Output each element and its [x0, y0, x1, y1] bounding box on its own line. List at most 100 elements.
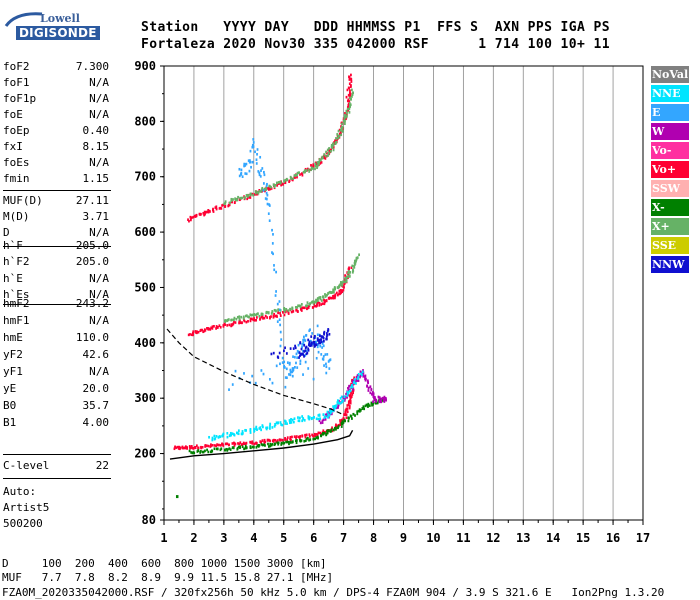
echo-mark: [292, 368, 295, 372]
echo-mark: [319, 162, 322, 165]
echo-mark: [230, 324, 233, 328]
echo-mark: [301, 343, 304, 346]
echo-mark: [308, 170, 311, 173]
param-value: 42.6: [82, 348, 110, 361]
echo-mark: [216, 447, 219, 451]
profile-curve-dashed: [166, 328, 344, 416]
echo-mark: [276, 320, 279, 323]
echo-mark: [291, 307, 294, 311]
echo-mark: [239, 445, 242, 449]
echo-mark: [285, 308, 288, 311]
echo-mark: [338, 289, 341, 293]
echo-mark: [261, 425, 264, 429]
echo-mark: [382, 396, 384, 400]
auto-label: Auto:: [3, 485, 37, 498]
echo-mark: [260, 428, 263, 432]
echo-mark: [362, 405, 365, 408]
echo-mark: [211, 327, 214, 330]
echo-mark: [267, 188, 270, 191]
echo-mark: [244, 163, 246, 166]
chart-axes: 1 2 3 4 5 6 7 8 9 10 11 12 13 14 15 16 17802003004005006…: [134, 59, 650, 545]
echo-mark: [320, 161, 323, 164]
echo-mark: [255, 316, 258, 319]
echo-mark: [278, 308, 281, 312]
echo-mark: [306, 306, 309, 310]
echo-mark: [306, 301, 309, 304]
echo-mark: [197, 449, 200, 452]
echo-mark: [249, 319, 252, 323]
echo-mark: [260, 369, 263, 372]
echo-mark: [263, 441, 266, 444]
echo-mark: [276, 355, 279, 359]
echo-mark: [366, 404, 369, 408]
panel-divider: [3, 246, 111, 247]
echo-mark: [271, 310, 274, 314]
echo-mark: [259, 175, 262, 178]
echo-mark: [286, 361, 289, 364]
param-label: hmF1: [3, 314, 30, 327]
echo-mark: [281, 438, 284, 442]
echo-mark: [375, 400, 378, 403]
echo-mark: [255, 425, 258, 429]
echo-mark: [335, 404, 338, 407]
echo-mark: [192, 215, 195, 219]
echo-mark: [238, 321, 240, 325]
echo-mark: [338, 399, 340, 403]
echo-mark: [312, 163, 315, 167]
param-label: yF2: [3, 348, 23, 361]
echo-mark: [268, 438, 270, 442]
echo-mark: [307, 168, 310, 171]
echo-mark: [273, 268, 276, 272]
echo-mark: [262, 170, 265, 174]
echo-mark: [307, 367, 310, 370]
echo-mark: [230, 197, 233, 201]
echo-mark: [331, 429, 334, 433]
echo-mark: [252, 445, 255, 449]
echo-mark: [237, 195, 239, 199]
echo-mark: [316, 302, 318, 305]
echo-mark: [341, 122, 343, 126]
echo-mark: [245, 314, 248, 317]
echo-mark: [267, 311, 270, 314]
echo-mark: [218, 324, 221, 327]
echo-mark: [283, 313, 286, 317]
echo-mark: [346, 106, 349, 109]
echo-mark: [263, 187, 266, 191]
clevel-value: 22: [95, 459, 109, 472]
echo-mark: [385, 398, 387, 402]
echo-mark: [333, 427, 336, 430]
param-label: hmE: [3, 331, 23, 344]
echo-mark: [323, 300, 326, 304]
echo-mark: [287, 311, 290, 315]
echo-mark: [289, 308, 292, 311]
echo-mark: [224, 204, 227, 208]
param-row: fmin 1.15: [3, 172, 109, 188]
echo-mark: [226, 318, 229, 322]
echo-mark: [228, 388, 230, 391]
param-value: 205.0: [75, 239, 109, 252]
x-tick-label: 9: [400, 531, 407, 545]
echo-mark: [350, 266, 353, 270]
echo-mark: [332, 144, 335, 147]
echo-mark: [283, 360, 286, 364]
echo-mark: [326, 410, 329, 414]
echo-mark: [323, 330, 326, 334]
echo-mark: [196, 330, 198, 334]
echo-mark: [181, 446, 184, 450]
echo-mark: [290, 310, 293, 314]
x-tick-label: 6: [310, 531, 317, 545]
echo-mark: [348, 405, 351, 408]
echo-mark: [342, 129, 344, 132]
echo-mark: [305, 437, 308, 441]
echo-mark: [318, 301, 321, 305]
echo-mark: [279, 330, 282, 334]
echo-mark: [370, 387, 373, 391]
echo-mark: [320, 299, 323, 302]
echo-mark: [258, 173, 261, 177]
echo-mark: [308, 341, 311, 345]
echo-mark: [253, 319, 256, 322]
echo-mark: [307, 349, 310, 352]
echo-mark: [214, 206, 217, 209]
echo-mark: [239, 319, 241, 323]
echo-mark: [190, 445, 193, 448]
